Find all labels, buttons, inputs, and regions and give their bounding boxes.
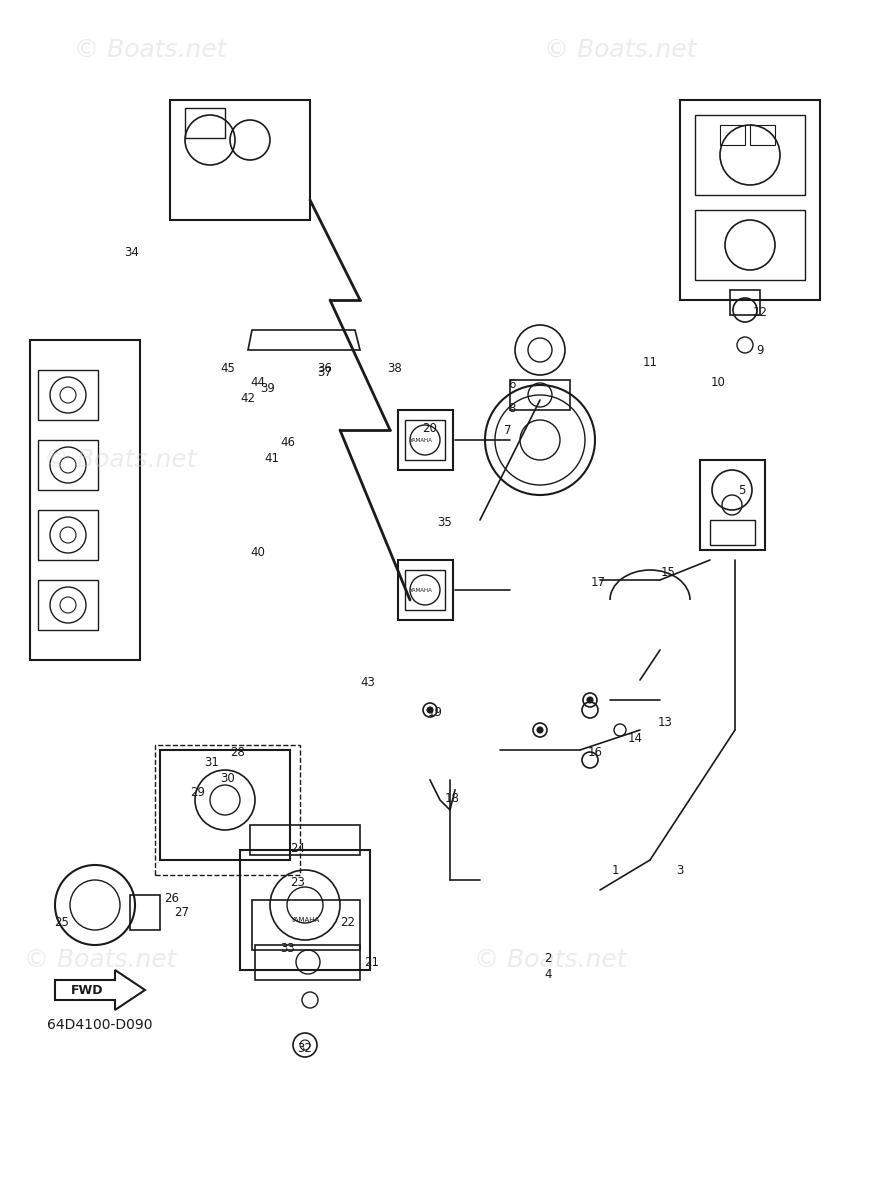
Text: 19: 19 bbox=[428, 706, 442, 719]
Text: 31: 31 bbox=[204, 756, 220, 768]
Bar bbox=[405, 420, 445, 460]
Text: 39: 39 bbox=[261, 382, 275, 395]
Text: 2: 2 bbox=[544, 952, 552, 965]
Text: 38: 38 bbox=[388, 361, 402, 374]
Text: 8: 8 bbox=[508, 402, 515, 414]
Text: 42: 42 bbox=[241, 391, 255, 404]
Text: 32: 32 bbox=[297, 1042, 313, 1055]
Text: 22: 22 bbox=[341, 916, 355, 929]
Bar bbox=[700, 460, 765, 550]
Text: 24: 24 bbox=[290, 841, 306, 854]
Text: 25: 25 bbox=[55, 916, 70, 929]
Text: 29: 29 bbox=[190, 786, 205, 798]
Text: 16: 16 bbox=[587, 745, 602, 758]
Bar bbox=[30, 340, 140, 660]
Bar bbox=[38, 440, 98, 490]
Text: 17: 17 bbox=[591, 576, 606, 588]
Circle shape bbox=[587, 697, 593, 703]
Bar bbox=[38, 510, 98, 560]
Circle shape bbox=[537, 727, 543, 733]
Bar bbox=[240, 850, 370, 970]
Text: 9: 9 bbox=[756, 343, 764, 356]
Text: 15: 15 bbox=[660, 565, 675, 578]
Text: YAMAHA: YAMAHA bbox=[290, 917, 320, 923]
Text: © Boats.net: © Boats.net bbox=[23, 948, 176, 972]
Bar bbox=[730, 290, 760, 314]
Text: 30: 30 bbox=[221, 772, 235, 785]
Bar bbox=[155, 745, 300, 875]
Bar bbox=[250, 826, 360, 854]
Text: 36: 36 bbox=[317, 361, 333, 374]
Text: 14: 14 bbox=[627, 732, 642, 744]
Text: 26: 26 bbox=[164, 892, 180, 905]
Text: 40: 40 bbox=[250, 546, 265, 558]
Bar bbox=[255, 946, 360, 980]
Text: 46: 46 bbox=[281, 436, 295, 449]
Text: 64D4100-D090: 64D4100-D090 bbox=[47, 1018, 153, 1032]
Bar bbox=[398, 410, 453, 470]
Text: 45: 45 bbox=[221, 361, 235, 374]
Bar bbox=[695, 210, 805, 280]
Text: 23: 23 bbox=[290, 876, 305, 888]
Text: 43: 43 bbox=[361, 676, 375, 689]
Text: 13: 13 bbox=[658, 715, 673, 728]
Text: 35: 35 bbox=[438, 516, 453, 528]
Bar bbox=[680, 100, 820, 300]
Text: © Boats.net: © Boats.net bbox=[74, 38, 226, 62]
Text: YAMAHA: YAMAHA bbox=[408, 438, 431, 443]
Bar bbox=[38, 580, 98, 630]
Bar bbox=[252, 900, 360, 950]
Text: 10: 10 bbox=[711, 376, 726, 389]
Bar bbox=[398, 560, 453, 620]
Text: 18: 18 bbox=[445, 792, 460, 804]
Bar bbox=[130, 895, 160, 930]
Text: 6: 6 bbox=[508, 378, 515, 391]
Bar bbox=[720, 125, 745, 145]
Text: 37: 37 bbox=[317, 366, 333, 378]
Text: 34: 34 bbox=[124, 246, 139, 258]
Text: 4: 4 bbox=[544, 968, 552, 982]
Bar bbox=[160, 750, 290, 860]
Text: 7: 7 bbox=[504, 424, 512, 437]
Text: 33: 33 bbox=[281, 942, 295, 954]
Text: FWD: FWD bbox=[70, 984, 103, 996]
Text: 20: 20 bbox=[422, 421, 437, 434]
Text: © Boats.net: © Boats.net bbox=[544, 38, 696, 62]
Text: 41: 41 bbox=[264, 451, 280, 464]
Text: © Boats.net: © Boats.net bbox=[43, 448, 196, 472]
Circle shape bbox=[427, 707, 433, 713]
Text: 3: 3 bbox=[676, 864, 684, 876]
Text: YAMAHA: YAMAHA bbox=[408, 588, 431, 593]
Text: 11: 11 bbox=[642, 355, 658, 368]
Text: 44: 44 bbox=[250, 376, 266, 389]
Text: 28: 28 bbox=[230, 745, 245, 758]
Text: 27: 27 bbox=[175, 906, 189, 918]
Bar bbox=[185, 108, 225, 138]
Bar bbox=[695, 115, 805, 194]
Polygon shape bbox=[55, 970, 145, 1010]
Bar bbox=[405, 570, 445, 610]
Text: 21: 21 bbox=[364, 955, 380, 968]
Bar bbox=[38, 370, 98, 420]
Bar bbox=[510, 380, 570, 410]
Text: © Boats.net: © Boats.net bbox=[474, 948, 627, 972]
Text: 5: 5 bbox=[739, 484, 746, 497]
Bar bbox=[170, 100, 310, 220]
Text: 1: 1 bbox=[611, 864, 619, 876]
Bar bbox=[710, 520, 755, 545]
Bar bbox=[750, 125, 775, 145]
Text: 12: 12 bbox=[753, 306, 767, 318]
